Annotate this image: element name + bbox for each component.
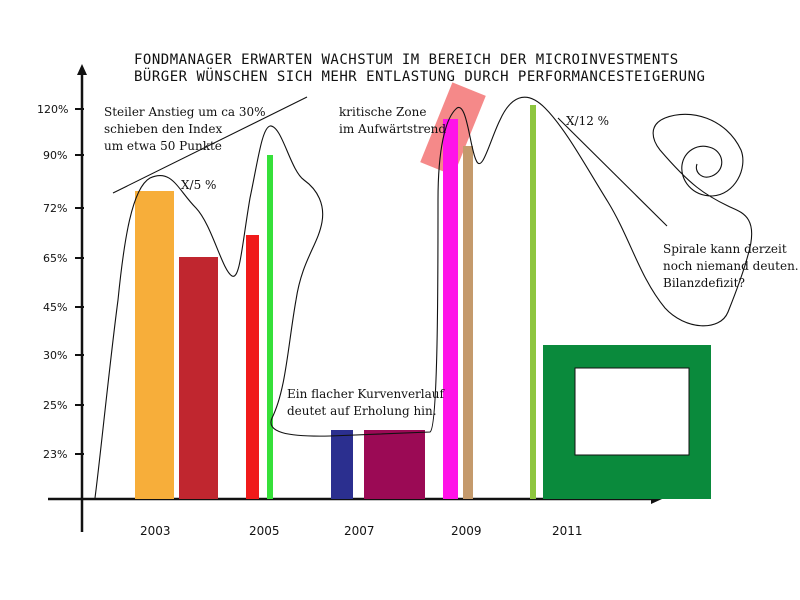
y-tick-marks — [75, 108, 84, 455]
annotation-line: schieben den Index — [104, 122, 222, 136]
y-tick-label: 90% — [43, 149, 67, 162]
chart-title-line-1: FONDMANAGER ERWARTEN WACHSTUM IM BEREICH… — [134, 52, 679, 68]
annotation-line: kritische Zone — [339, 105, 426, 119]
y-tick-label: 120% — [37, 103, 68, 116]
chart-title-line-2: BÜRGER WÜNSCHEN SICH MEHR ENTLASTUNG DUR… — [134, 67, 705, 85]
y-tick-label: 72% — [43, 202, 67, 215]
bar — [179, 257, 218, 499]
annotation-line: Spirale kann derzeit — [663, 242, 787, 256]
annotation-line: um etwa 50 Punkte — [104, 139, 222, 153]
green-frame-box-window — [574, 367, 690, 456]
y-tick-label: 30% — [43, 349, 67, 362]
annotation-steep-rise: Steiler Anstieg um ca 30% schieben den I… — [104, 105, 269, 153]
annotation-line: Steiler Anstieg um ca 30% — [104, 105, 266, 119]
annotation-line: deutet auf Erholung hin. — [287, 404, 437, 418]
annotation-critical-zone: kritische Zone im Aufwärtstrend — [339, 105, 446, 136]
y-tick-label: 65% — [43, 252, 67, 265]
bar — [530, 105, 536, 499]
y-tick-label: 25% — [43, 399, 67, 412]
bar — [331, 430, 353, 499]
y-tick-label: 45% — [43, 301, 67, 314]
x-tick-label: 2003 — [140, 524, 171, 538]
annotation-line: im Aufwärtstrend — [339, 122, 446, 136]
annotation-line: Ein flacher Kurvenverlauf — [287, 387, 446, 401]
bar — [246, 235, 259, 499]
annotation-x5: X/5 % — [181, 178, 216, 192]
y-axis-arrow — [77, 64, 87, 75]
y-tick-label: 23% — [43, 448, 67, 461]
annotation-flat-curve: Ein flacher Kurvenverlauf deutet auf Erh… — [287, 387, 448, 418]
x-tick-label: 2007 — [344, 524, 375, 538]
bar — [463, 146, 473, 499]
annotation-x12: X/12 % — [566, 114, 609, 128]
annotation-line: noch niemand deuten. — [663, 259, 799, 273]
annotation-line: Bilanzdefizit? — [663, 276, 745, 290]
x-tick-label: 2009 — [451, 524, 482, 538]
bar — [135, 191, 174, 499]
x-tick-label: 2011 — [552, 524, 583, 538]
bar — [267, 155, 273, 499]
bar — [443, 119, 458, 499]
trend-sketch — [94, 96, 753, 499]
bar — [364, 430, 425, 499]
annotation-spiral: Spirale kann derzeit noch niemand deuten… — [663, 242, 800, 290]
x-tick-label: 2005 — [249, 524, 280, 538]
